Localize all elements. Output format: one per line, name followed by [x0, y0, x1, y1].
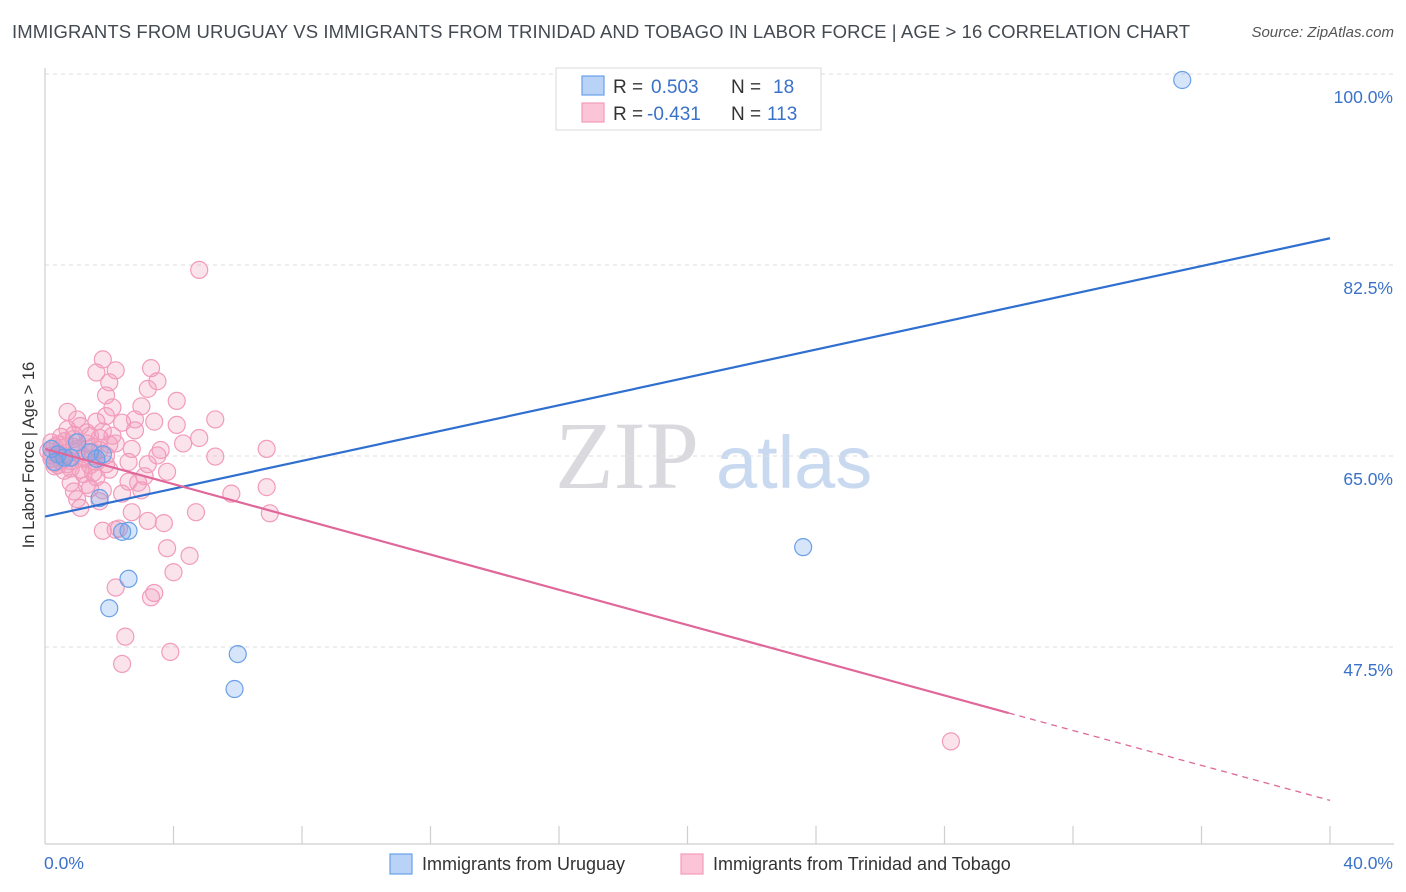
y-axis-tick-labels: 47.5% 65.0% 82.5% 100.0% [1334, 87, 1393, 680]
trinidad-point [257, 439, 276, 459]
trinidad-n-value: 113 [767, 104, 797, 125]
trinidad-series-swatch [680, 853, 704, 875]
trinidad-point [161, 642, 180, 662]
uruguay-series [42, 70, 1192, 699]
y-axis-label: In Labor Force | Age > 16 [20, 362, 38, 548]
uruguay-trend-line [44, 237, 1331, 518]
y-tick-label: 82.5% [1343, 278, 1393, 298]
trinidad-point [116, 627, 135, 646]
trinidad-point [148, 372, 167, 391]
trinidad-point [164, 563, 183, 582]
trinidad-point [106, 434, 125, 453]
trinidad-point [190, 428, 209, 448]
uruguay-series-label: Immigrants from Uruguay [422, 854, 625, 874]
trinidad-point [93, 521, 112, 540]
trinidad-series [39, 260, 961, 751]
trinidad-point [154, 514, 173, 533]
uruguay-point [794, 538, 813, 557]
trinidad-point [93, 350, 112, 369]
y-tick-label: 100.0% [1334, 87, 1393, 107]
trinidad-point [112, 654, 132, 674]
uruguay-legend-swatch [581, 75, 605, 96]
uruguay-point [112, 522, 132, 541]
trinidad-point [87, 363, 106, 382]
uruguay-point [228, 644, 247, 664]
trinidad-point [125, 410, 145, 429]
series-legend: Immigrants from Uruguay Immigrants from … [389, 853, 1011, 875]
trinidad-point [206, 410, 225, 429]
trinidad-series-label: Immigrants from Trinidad and Tobago [713, 854, 1011, 874]
uruguay-point [90, 488, 109, 508]
trinidad-point [141, 588, 161, 607]
x-tick-label-min: 0.0% [44, 853, 84, 873]
trinidad-point [132, 397, 151, 416]
trinidad-point [257, 478, 276, 497]
gridlines [45, 73, 1394, 648]
x-axis-ticks [172, 826, 1331, 844]
trinidad-point [77, 475, 96, 495]
uruguay-n-value: 18 [773, 77, 794, 98]
trinidad-point [68, 410, 87, 429]
trinidad-r-value: -0.431 [647, 104, 701, 125]
uruguay-n-label: N = [731, 77, 761, 98]
uruguay-point [119, 569, 138, 588]
chart-title: IMMIGRANTS FROM URUGUAY VS IMMIGRANTS FR… [12, 21, 1191, 42]
uruguay-point [68, 433, 87, 452]
watermark-zip: ZIP [555, 402, 699, 509]
y-tick-label: 47.5% [1343, 660, 1393, 680]
trinidad-point [61, 473, 80, 492]
trinidad-point [106, 361, 125, 380]
trinidad-point [58, 402, 77, 421]
y-tick-label: 65.0% [1343, 469, 1393, 489]
uruguay-point [45, 452, 64, 472]
trinidad-point [138, 379, 157, 398]
stats-legend: R = 0.503 N = 18 R = -0.431 N = 113 [555, 67, 822, 131]
trinidad-point [190, 260, 209, 280]
watermark-atlas: atlas [716, 421, 872, 504]
trinidad-legend-swatch [581, 102, 605, 123]
trinidad-point [145, 412, 164, 431]
trinidad-point [119, 452, 138, 472]
chart-source: Source: ZipAtlas.com [1251, 24, 1394, 41]
trinidad-point [122, 503, 141, 522]
trinidad-point [125, 421, 145, 440]
trinidad-point [180, 546, 199, 565]
uruguay-r-value: 0.503 [651, 77, 699, 98]
trinidad-point [941, 732, 961, 751]
trinidad-point [106, 578, 125, 597]
uruguay-r-label: R = [613, 77, 643, 98]
uruguay-point [93, 445, 112, 464]
trinidad-point [138, 455, 157, 474]
uruguay-point [1173, 70, 1192, 90]
trinidad-r-label: R = [613, 104, 643, 125]
trinidad-point [119, 472, 138, 491]
trinidad-n-label: N = [731, 104, 761, 125]
trinidad-point [157, 462, 177, 481]
trinidad-point [87, 468, 106, 487]
trinidad-point [157, 539, 177, 558]
trinidad-point [206, 447, 225, 466]
trinidad-point [141, 359, 161, 378]
trinidad-point [167, 391, 186, 410]
uruguay-point [225, 679, 244, 699]
uruguay-point [119, 521, 138, 540]
trinidad-trend-line [44, 447, 1010, 715]
trinidad-point [167, 415, 186, 434]
uruguay-series-swatch [389, 853, 413, 875]
uruguay-point [100, 599, 119, 618]
trinidad-point [151, 440, 170, 460]
trinidad-point [174, 434, 193, 453]
trinidad-point [138, 511, 157, 531]
trinidad-point [186, 503, 206, 522]
trinidad-trend-extension [1008, 712, 1331, 801]
x-tick-label-max: 40.0% [1343, 853, 1393, 873]
trend-lines [44, 237, 1331, 801]
